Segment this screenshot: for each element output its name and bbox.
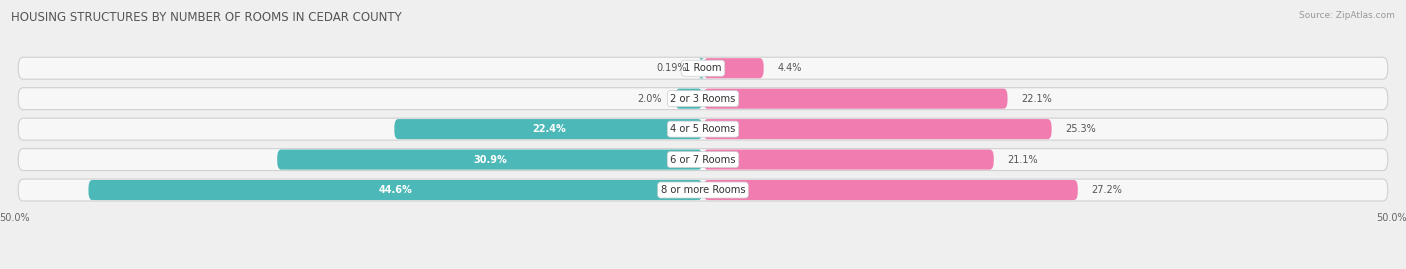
Text: 27.2%: 27.2% xyxy=(1091,185,1122,195)
FancyBboxPatch shape xyxy=(18,57,1388,79)
Text: Source: ZipAtlas.com: Source: ZipAtlas.com xyxy=(1299,11,1395,20)
FancyBboxPatch shape xyxy=(18,148,1388,171)
Text: 25.3%: 25.3% xyxy=(1066,124,1097,134)
FancyBboxPatch shape xyxy=(277,150,703,170)
FancyBboxPatch shape xyxy=(675,89,703,109)
FancyBboxPatch shape xyxy=(394,119,703,139)
Text: 0.19%: 0.19% xyxy=(657,63,686,73)
Text: 44.6%: 44.6% xyxy=(378,185,412,195)
Text: HOUSING STRUCTURES BY NUMBER OF ROOMS IN CEDAR COUNTY: HOUSING STRUCTURES BY NUMBER OF ROOMS IN… xyxy=(11,11,402,24)
FancyBboxPatch shape xyxy=(699,58,704,78)
Text: 2.0%: 2.0% xyxy=(637,94,662,104)
Text: 8 or more Rooms: 8 or more Rooms xyxy=(661,185,745,195)
FancyBboxPatch shape xyxy=(703,180,1078,200)
FancyBboxPatch shape xyxy=(703,89,1008,109)
FancyBboxPatch shape xyxy=(703,150,994,170)
Text: 2 or 3 Rooms: 2 or 3 Rooms xyxy=(671,94,735,104)
Text: 22.1%: 22.1% xyxy=(1021,94,1052,104)
Text: 4 or 5 Rooms: 4 or 5 Rooms xyxy=(671,124,735,134)
FancyBboxPatch shape xyxy=(703,58,763,78)
Text: 6 or 7 Rooms: 6 or 7 Rooms xyxy=(671,155,735,165)
Text: 30.9%: 30.9% xyxy=(474,155,508,165)
Text: 21.1%: 21.1% xyxy=(1008,155,1038,165)
Text: 1 Room: 1 Room xyxy=(685,63,721,73)
FancyBboxPatch shape xyxy=(18,88,1388,110)
FancyBboxPatch shape xyxy=(18,179,1388,201)
Text: 22.4%: 22.4% xyxy=(531,124,565,134)
FancyBboxPatch shape xyxy=(703,119,1052,139)
FancyBboxPatch shape xyxy=(18,118,1388,140)
Text: 4.4%: 4.4% xyxy=(778,63,801,73)
FancyBboxPatch shape xyxy=(89,180,703,200)
